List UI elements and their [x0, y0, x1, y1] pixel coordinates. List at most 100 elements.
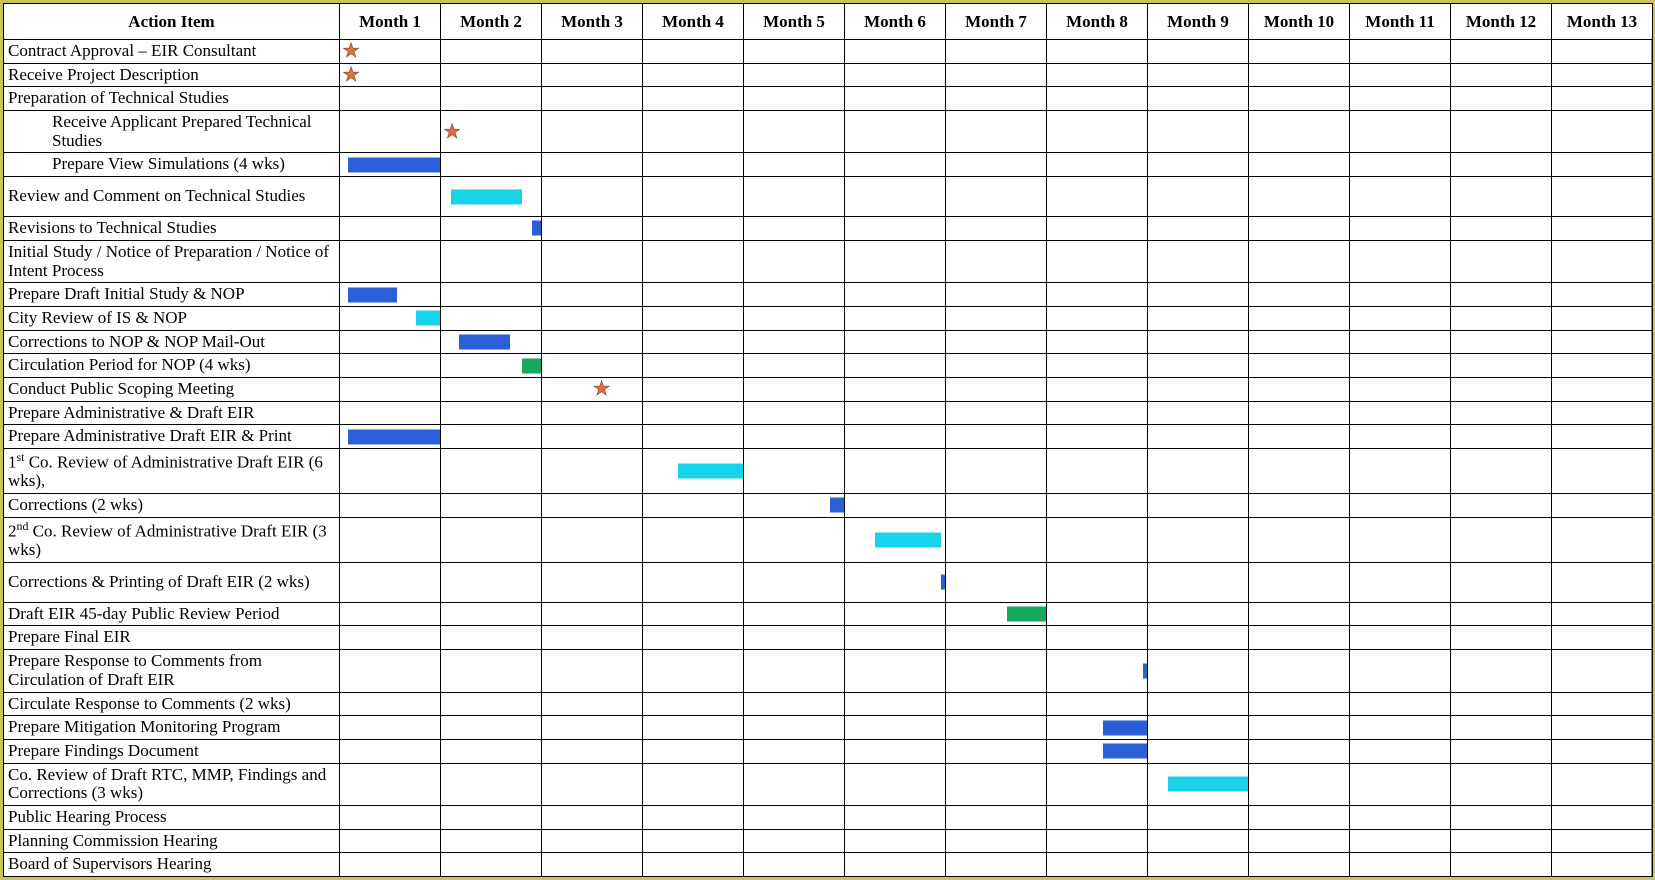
gantt-cell: [1148, 425, 1249, 449]
gantt-cell: [1350, 562, 1451, 602]
gantt-cell: [441, 716, 542, 740]
gantt-cell: [744, 240, 845, 282]
gantt-cell: [1148, 716, 1249, 740]
gantt-cell: [1350, 425, 1451, 449]
gantt-cell: [1148, 494, 1249, 518]
action-item-label: Contract Approval – EIR Consultant: [4, 40, 340, 64]
gantt-cell: [946, 739, 1047, 763]
gantt-cell: [1047, 650, 1148, 692]
table-row: Corrections (2 wks): [4, 494, 1653, 518]
gantt-cell: [1047, 763, 1148, 805]
gantt-cell: [441, 240, 542, 282]
gantt-cell: [744, 650, 845, 692]
gantt-cell: [1451, 449, 1552, 494]
gantt-cell: [643, 111, 744, 153]
header-month-6: Month 6: [845, 4, 946, 40]
gantt-cell: [1350, 692, 1451, 716]
gantt-cell: [1047, 449, 1148, 494]
gantt-cell: [1249, 306, 1350, 330]
gantt-cell: [946, 805, 1047, 829]
gantt-cell: [340, 602, 441, 626]
gantt-cell: [340, 377, 441, 401]
gantt-bar: [1103, 744, 1148, 759]
gantt-cell: [744, 425, 845, 449]
gantt-cell: [542, 306, 643, 330]
gantt-cell: [744, 739, 845, 763]
gantt-cell: [1451, 763, 1552, 805]
gantt-cell: [542, 240, 643, 282]
gantt-cell: [1148, 87, 1249, 111]
table-row: Prepare Administrative & Draft EIR: [4, 401, 1653, 425]
gantt-cell: [1047, 63, 1148, 87]
gantt-cell: [845, 449, 946, 494]
gantt-cell: [1249, 401, 1350, 425]
gantt-cell: [1350, 330, 1451, 354]
header-month-5: Month 5: [744, 4, 845, 40]
gantt-cell: [946, 306, 1047, 330]
gantt-cell: [441, 354, 542, 378]
gantt-cell: [441, 40, 542, 64]
table-row: Prepare Final EIR: [4, 626, 1653, 650]
gantt-cell: [1249, 517, 1350, 562]
header-month-2: Month 2: [441, 4, 542, 40]
gantt-cell: [643, 692, 744, 716]
gantt-cell: [1552, 354, 1653, 378]
gantt-bar: [459, 334, 510, 349]
gantt-cell: [1148, 401, 1249, 425]
action-item-label: 1st Co. Review of Administrative Draft E…: [4, 449, 340, 494]
gantt-cell: [1451, 217, 1552, 241]
table-row: Corrections to NOP & NOP Mail-Out: [4, 330, 1653, 354]
action-item-label: Planning Commission Hearing: [4, 829, 340, 853]
gantt-table: Action Item Month 1Month 2Month 3Month 4…: [3, 3, 1653, 877]
gantt-cell: [1552, 716, 1653, 740]
gantt-cell: [1451, 829, 1552, 853]
gantt-cell: [1552, 602, 1653, 626]
gantt-cell: [441, 829, 542, 853]
gantt-cell: [1350, 87, 1451, 111]
gantt-cell: [1047, 283, 1148, 307]
gantt-cell: [1249, 377, 1350, 401]
action-item-label: Prepare Response to Comments from Circul…: [4, 650, 340, 692]
gantt-cell: [1047, 217, 1148, 241]
header-month-8: Month 8: [1047, 4, 1148, 40]
gantt-cell: [1552, 562, 1653, 602]
gantt-cell: [1249, 449, 1350, 494]
gantt-cell: [1552, 692, 1653, 716]
gantt-cell: [1451, 40, 1552, 64]
action-item-label: Public Hearing Process: [4, 805, 340, 829]
gantt-cell: [441, 517, 542, 562]
gantt-cell: [1148, 517, 1249, 562]
gantt-cell: [542, 517, 643, 562]
gantt-cell: [340, 626, 441, 650]
gantt-cell: [1047, 153, 1148, 177]
gantt-cell: [845, 354, 946, 378]
gantt-cell: [845, 153, 946, 177]
gantt-cell: [845, 805, 946, 829]
gantt-cell: [542, 63, 643, 87]
gantt-cell: [1249, 63, 1350, 87]
gantt-cell: [441, 739, 542, 763]
gantt-cell: [340, 425, 441, 449]
gantt-cell: [441, 87, 542, 111]
gantt-cell: [1350, 63, 1451, 87]
gantt-cell: [1350, 111, 1451, 153]
gantt-cell: [1552, 829, 1653, 853]
gantt-cell: [542, 650, 643, 692]
gantt-cell: [643, 330, 744, 354]
action-item-label: Circulate Response to Comments (2 wks): [4, 692, 340, 716]
action-item-label: Receive Applicant Prepared Technical Stu…: [4, 111, 340, 153]
gantt-cell: [542, 283, 643, 307]
gantt-cell: [340, 517, 441, 562]
gantt-cell: [340, 763, 441, 805]
gantt-bar: [348, 287, 396, 302]
gantt-cell: [643, 805, 744, 829]
gantt-cell: [340, 401, 441, 425]
table-row: Planning Commission Hearing: [4, 829, 1653, 853]
gantt-cell: [1148, 562, 1249, 602]
gantt-cell: [946, 716, 1047, 740]
action-item-label: Prepare Administrative & Draft EIR: [4, 401, 340, 425]
gantt-cell: [1148, 377, 1249, 401]
gantt-cell: [1047, 805, 1148, 829]
gantt-cell: [542, 153, 643, 177]
gantt-cell: [845, 40, 946, 64]
